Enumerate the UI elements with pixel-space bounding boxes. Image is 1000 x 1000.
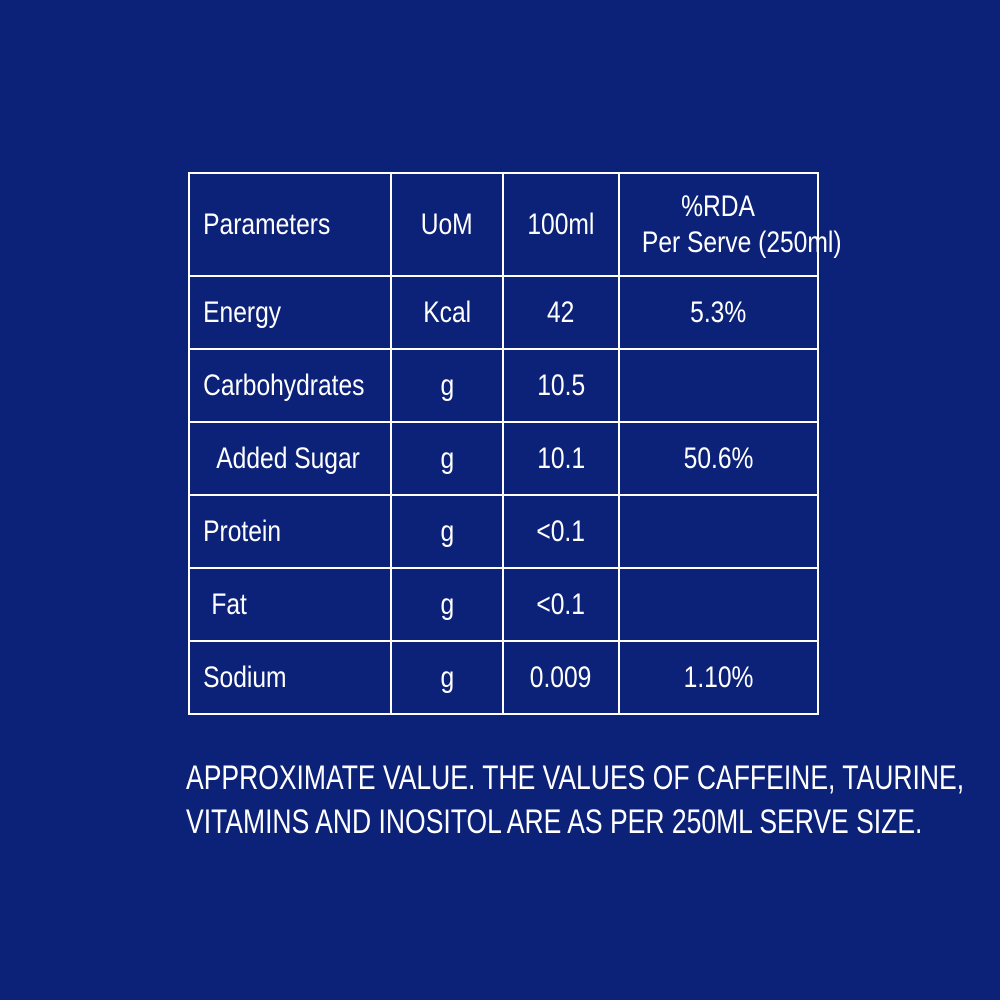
footnote: APPROXIMATE VALUE. THE VALUES OF CAFFEIN… (186, 756, 965, 844)
header-rda: %RDA Per Serve (250ml) (618, 172, 842, 277)
cell-per-100ml-text: 10.5 (537, 368, 585, 402)
cell-rda-text: 1.10% (683, 660, 754, 694)
table-row: Protein g <0.1 (188, 494, 819, 569)
cell-uom: g (390, 567, 504, 642)
cell-per-100ml: 42 (502, 275, 620, 350)
table-row: Carbohydrates g 10.5 (188, 348, 819, 423)
header-parameters: Parameters (188, 172, 392, 277)
cell-per-100ml: 10.5 (502, 348, 620, 423)
cell-uom: g (390, 640, 504, 715)
cell-parameter-text: Carbohydrates (203, 368, 365, 402)
cell-per-100ml: 10.1 (502, 421, 620, 496)
cell-rda-text: 50.6% (683, 441, 754, 475)
cell-uom-text: g (440, 441, 454, 475)
cell-parameter-text: Added Sugar (216, 441, 360, 475)
cell-parameter: Protein (188, 494, 392, 569)
footnote-line-2: VITAMINS AND INOSITOL ARE AS PER 250ML S… (186, 803, 923, 841)
cell-parameter: Energy (188, 275, 392, 350)
header-per-100ml-label: 100ml (527, 207, 595, 241)
table-row: Fat g <0.1 (188, 567, 819, 642)
cell-parameter-text: Fat (211, 587, 247, 621)
cell-parameter-text: Energy (203, 295, 282, 329)
cell-per-100ml-text: <0.1 (536, 587, 586, 621)
footnote-line-1: APPROXIMATE VALUE. THE VALUES OF CAFFEIN… (186, 759, 965, 797)
cell-uom-text: g (440, 660, 454, 694)
cell-per-100ml: <0.1 (502, 494, 620, 569)
nutrition-table: Parameters UoM 100ml %RDA Per Serve (250… (188, 172, 842, 715)
table-body: Energy Kcal 42 5.3% Carbohydrates g 10.5… (188, 275, 819, 715)
cell-per-100ml-text: 42 (547, 295, 575, 329)
header-row: Parameters UoM 100ml %RDA Per Serve (250… (188, 172, 842, 277)
cell-parameter: Carbohydrates (188, 348, 392, 423)
cell-parameter: Sodium (188, 640, 392, 715)
cell-parameter-text: Protein (203, 514, 282, 548)
cell-uom: g (390, 421, 504, 496)
cell-rda: 1.10% (618, 640, 819, 715)
cell-uom: g (390, 494, 504, 569)
header-uom: UoM (390, 172, 504, 277)
cell-parameter: Fat (188, 567, 392, 642)
cell-per-100ml: 0.009 (502, 640, 620, 715)
table-row: Energy Kcal 42 5.3% (188, 275, 819, 350)
header-rda-line2: Per Serve (250ml) (641, 225, 842, 259)
cell-per-100ml-text: 10.1 (537, 441, 585, 475)
cell-parameter-text: Sodium (203, 660, 287, 694)
cell-uom-text: g (440, 587, 454, 621)
header-rda-line1: %RDA (681, 189, 756, 223)
table-row: Added Sugar g 10.1 50.6% (188, 421, 819, 496)
table-header: Parameters UoM 100ml %RDA Per Serve (250… (188, 172, 842, 277)
cell-parameter: Added Sugar (188, 421, 392, 496)
cell-uom: Kcal (390, 275, 504, 350)
cell-rda-text: 5.3% (690, 295, 747, 329)
cell-uom-text: Kcal (423, 295, 471, 329)
cell-rda (618, 567, 819, 642)
cell-uom-text: g (440, 514, 454, 548)
header-uom-label: UoM (421, 207, 473, 241)
header-per-100ml: 100ml (502, 172, 620, 277)
cell-rda: 50.6% (618, 421, 819, 496)
cell-uom: g (390, 348, 504, 423)
cell-rda (618, 494, 819, 569)
cell-per-100ml: <0.1 (502, 567, 620, 642)
cell-rda: 5.3% (618, 275, 819, 350)
table-row: Sodium g 0.009 1.10% (188, 640, 819, 715)
cell-rda (618, 348, 819, 423)
cell-uom-text: g (440, 368, 454, 402)
cell-per-100ml-text: <0.1 (536, 514, 586, 548)
cell-per-100ml-text: 0.009 (530, 660, 592, 694)
header-parameters-label: Parameters (203, 207, 331, 241)
